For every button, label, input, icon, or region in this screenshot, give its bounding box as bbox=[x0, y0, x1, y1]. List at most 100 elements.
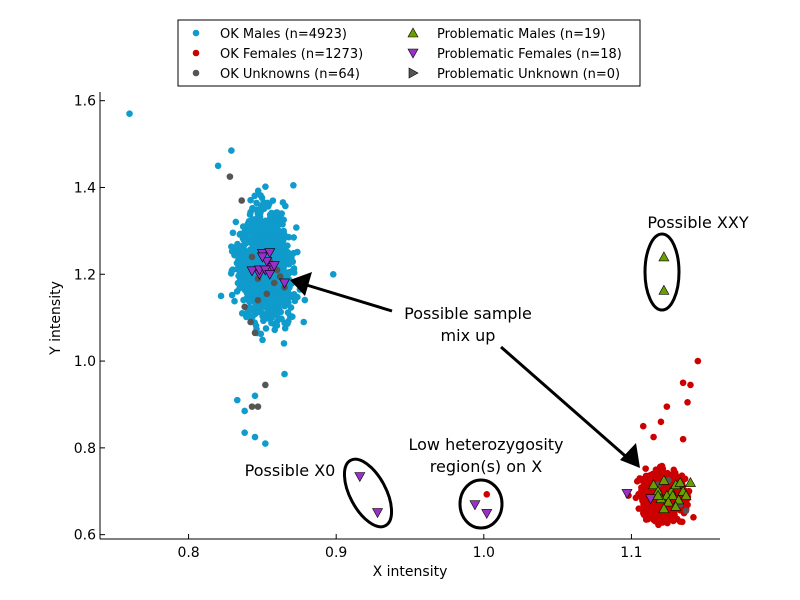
data-point bbox=[231, 251, 238, 259]
data-point bbox=[240, 236, 248, 244]
data-point bbox=[694, 357, 702, 365]
data-point bbox=[287, 304, 295, 311]
legend-marker bbox=[192, 49, 200, 57]
data-point bbox=[247, 196, 254, 204]
data-point bbox=[253, 304, 261, 311]
data-point bbox=[241, 264, 249, 272]
data-point bbox=[281, 324, 289, 332]
data-point bbox=[231, 297, 238, 305]
data-point bbox=[290, 182, 297, 189]
data-point bbox=[251, 192, 259, 200]
data-point bbox=[268, 314, 276, 321]
data-point bbox=[290, 234, 298, 241]
data-point bbox=[279, 199, 287, 206]
y-tick-label: 0.8 bbox=[74, 441, 96, 457]
data-point bbox=[240, 258, 248, 266]
data-point bbox=[242, 253, 250, 260]
data-point bbox=[281, 370, 288, 378]
series-4 bbox=[246, 248, 657, 520]
xxy-ellipse bbox=[643, 232, 681, 312]
data-point bbox=[250, 226, 258, 233]
data-point bbox=[262, 183, 269, 190]
data-point bbox=[254, 297, 262, 304]
data-point bbox=[687, 381, 694, 389]
y-ticks: 0.6 0.8 1.0 1.2 1.4 1.6 bbox=[74, 94, 105, 544]
data-point bbox=[285, 233, 293, 241]
x-tick-label: 0.9 bbox=[325, 545, 347, 561]
data-point bbox=[232, 218, 240, 226]
legend-marker bbox=[192, 69, 200, 77]
data-point bbox=[642, 507, 650, 514]
data-point bbox=[264, 278, 271, 286]
y-tick-label: 1.2 bbox=[74, 267, 96, 283]
data-point bbox=[267, 300, 275, 307]
data-point bbox=[241, 283, 249, 290]
annotation-mixup-line2: mix up bbox=[441, 326, 496, 345]
y-tick-label: 1.6 bbox=[74, 94, 96, 110]
data-point bbox=[254, 403, 262, 410]
data-point bbox=[237, 244, 244, 251]
data-point bbox=[248, 253, 256, 261]
y-tick-label: 1.4 bbox=[74, 180, 96, 196]
arrow-to-females-line bbox=[500, 345, 632, 463]
low-het-ellipse bbox=[458, 478, 504, 530]
data-point bbox=[248, 237, 255, 245]
data-point bbox=[290, 269, 298, 276]
legend-label: Problematic Males (n=19) bbox=[437, 27, 606, 42]
data-point bbox=[262, 440, 269, 447]
data-point bbox=[667, 489, 679, 500]
data-point bbox=[280, 227, 287, 235]
data-point bbox=[251, 291, 259, 298]
data-point bbox=[256, 283, 263, 291]
data-point bbox=[481, 509, 493, 520]
data-point bbox=[251, 433, 259, 441]
series-3 bbox=[648, 251, 696, 513]
data-point bbox=[247, 318, 254, 326]
data-point bbox=[259, 336, 266, 344]
data-point bbox=[684, 398, 691, 406]
data-point bbox=[642, 516, 650, 523]
legend-label: Problematic Unknown (n=0) bbox=[437, 67, 620, 82]
legend: OK Males (n=4923) OK Females (n=1273) OK U… bbox=[177, 19, 641, 87]
data-point bbox=[294, 248, 301, 256]
data-point bbox=[270, 279, 278, 287]
data-point bbox=[245, 312, 252, 320]
data-point bbox=[658, 251, 670, 262]
data-point bbox=[674, 476, 686, 487]
data-point bbox=[284, 299, 292, 307]
data-point bbox=[657, 418, 665, 426]
data-point bbox=[647, 471, 655, 479]
y-axis-label: Y intensity bbox=[48, 281, 64, 356]
x-axis-label: X intensity bbox=[373, 564, 448, 580]
data-point bbox=[267, 234, 275, 241]
legend-marker bbox=[407, 48, 419, 59]
data-point bbox=[639, 422, 647, 430]
data-point bbox=[238, 197, 246, 204]
data-point bbox=[262, 325, 270, 332]
arrow-heads bbox=[290, 272, 640, 468]
data-point bbox=[276, 273, 284, 280]
data-point bbox=[285, 250, 293, 258]
annotation-mixup-line1: Possible sample bbox=[404, 304, 532, 323]
data-point bbox=[284, 242, 291, 249]
data-point bbox=[276, 247, 283, 255]
data-point bbox=[271, 326, 279, 334]
data-point bbox=[262, 312, 270, 319]
data-point bbox=[285, 294, 292, 302]
data-point bbox=[635, 505, 643, 512]
annotation-shapes bbox=[299, 232, 681, 530]
data-point bbox=[268, 307, 275, 314]
data-point bbox=[256, 252, 268, 263]
data-point bbox=[263, 290, 271, 298]
data-point bbox=[684, 476, 696, 487]
data-point bbox=[264, 199, 271, 207]
data-point bbox=[329, 270, 337, 278]
data-point bbox=[645, 494, 657, 505]
data-point bbox=[268, 261, 280, 272]
annotation-lowhet-line2: region(s) on X bbox=[430, 457, 543, 476]
data-point bbox=[682, 507, 690, 515]
data-point bbox=[354, 472, 366, 483]
arrow-head-females bbox=[620, 443, 640, 468]
data-point bbox=[257, 225, 265, 233]
